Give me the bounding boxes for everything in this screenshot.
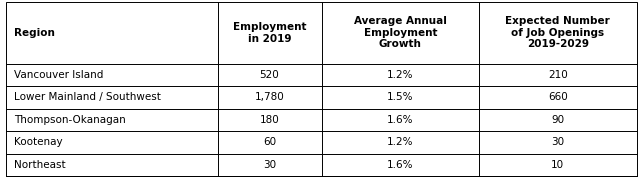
Text: Vancouver Island: Vancouver Island [14, 70, 104, 80]
Text: Region: Region [14, 28, 55, 38]
Text: Employment
in 2019: Employment in 2019 [233, 22, 306, 44]
Text: Expected Number
of Job Openings
2019-2029: Expected Number of Job Openings 2019-202… [505, 16, 610, 49]
Text: 1.5%: 1.5% [387, 92, 413, 103]
Text: Kootenay: Kootenay [14, 137, 63, 147]
Text: Lower Mainland / Southwest: Lower Mainland / Southwest [14, 92, 161, 103]
Text: 1,780: 1,780 [255, 92, 284, 103]
Text: 1.6%: 1.6% [387, 160, 413, 170]
Text: 60: 60 [263, 137, 276, 147]
Text: 660: 660 [548, 92, 568, 103]
Text: 30: 30 [551, 137, 565, 147]
Text: 520: 520 [260, 70, 280, 80]
Text: 90: 90 [551, 115, 565, 125]
Text: 30: 30 [263, 160, 276, 170]
Text: Northeast: Northeast [14, 160, 66, 170]
Text: 10: 10 [551, 160, 565, 170]
Text: 1.6%: 1.6% [387, 115, 413, 125]
Text: 180: 180 [260, 115, 280, 125]
Text: Average Annual
Employment
Growth: Average Annual Employment Growth [354, 16, 447, 49]
Text: 1.2%: 1.2% [387, 70, 413, 80]
Text: 210: 210 [548, 70, 568, 80]
Text: 1.2%: 1.2% [387, 137, 413, 147]
Text: Thompson-Okanagan: Thompson-Okanagan [14, 115, 126, 125]
